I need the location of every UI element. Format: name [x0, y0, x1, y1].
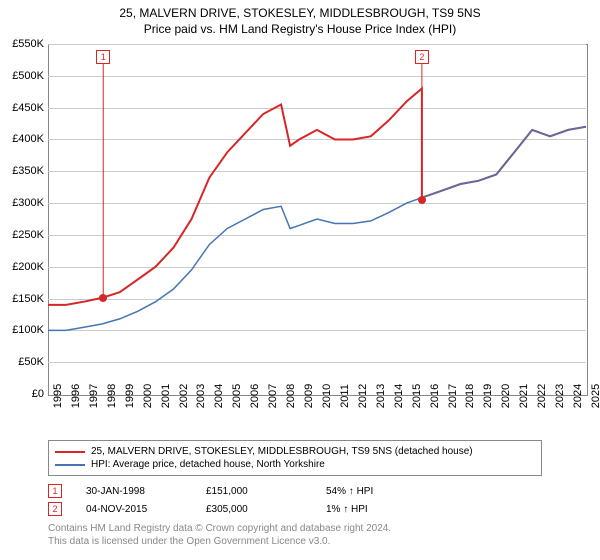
transaction-row: 1 30-JAN-1998£151,00054% ↑ HPI [48, 482, 446, 500]
transaction-number-box: 2 [415, 50, 429, 64]
transaction-date: 30-JAN-1998 [86, 486, 206, 497]
legend-swatch [55, 451, 85, 453]
legend-box: 25, MALVERN DRIVE, STOKESLEY, MIDDLESBRO… [48, 440, 542, 476]
footer-attribution: Contains HM Land Registry data © Crown c… [48, 522, 391, 548]
transaction-point-marker [418, 196, 426, 204]
transaction-delta: 54% ↑ HPI [326, 486, 446, 497]
transactions-table: 1 30-JAN-1998£151,00054% ↑ HPI 2 04-NOV-201… [48, 482, 446, 518]
y-axis-label: £350K [12, 165, 44, 177]
y-axis-label: £300K [12, 197, 44, 209]
transaction-point-marker [99, 294, 107, 302]
transaction-number-box: 2 [48, 502, 62, 516]
transaction-date: 04-NOV-2015 [86, 504, 206, 515]
y-axis-label: £50K [18, 356, 44, 368]
chart-plot-area: £0£50K£100K£150K£200K£250K£300K£350K£400… [48, 44, 586, 394]
y-axis-label: £400K [12, 133, 44, 145]
y-axis-label: £0 [32, 388, 44, 400]
title-line1: 25, MALVERN DRIVE, STOKESLEY, MIDDLESBRO… [0, 6, 600, 22]
y-axis-label: £450K [12, 102, 44, 114]
chart-lines [48, 44, 586, 394]
y-axis-label: £500K [12, 70, 44, 82]
legend-swatch [55, 464, 85, 466]
y-axis-label: £550K [12, 38, 44, 50]
chart-title: 25, MALVERN DRIVE, STOKESLEY, MIDDLESBRO… [0, 0, 600, 37]
transaction-number-box: 1 [48, 484, 62, 498]
transaction-price: £151,000 [206, 486, 326, 497]
footer-line1: Contains HM Land Registry data © Crown c… [48, 522, 391, 535]
y-axis-label: £250K [12, 229, 44, 241]
y-axis-label: £200K [12, 261, 44, 273]
y-axis-label: £150K [12, 293, 44, 305]
title-line2: Price paid vs. HM Land Registry's House … [0, 22, 600, 38]
transaction-price: £305,000 [206, 504, 326, 515]
legend-label: 25, MALVERN DRIVE, STOKESLEY, MIDDLESBRO… [91, 446, 473, 457]
footer-line2: This data is licensed under the Open Gov… [48, 535, 391, 548]
transaction-delta: 1% ↑ HPI [326, 504, 446, 515]
transaction-row: 2 04-NOV-2015£305,0001% ↑ HPI [48, 500, 446, 518]
legend-item: 25, MALVERN DRIVE, STOKESLEY, MIDDLESBRO… [55, 445, 535, 458]
legend-label: HPI: Average price, detached house, Nort… [91, 459, 325, 470]
transaction-number-box: 1 [96, 50, 110, 64]
series-line-price_paid [48, 89, 586, 305]
legend-item: HPI: Average price, detached house, Nort… [55, 458, 535, 471]
series-line-hpi [48, 127, 586, 331]
y-axis-label: £100K [12, 324, 44, 336]
x-axis-label: 2025 [590, 384, 600, 408]
